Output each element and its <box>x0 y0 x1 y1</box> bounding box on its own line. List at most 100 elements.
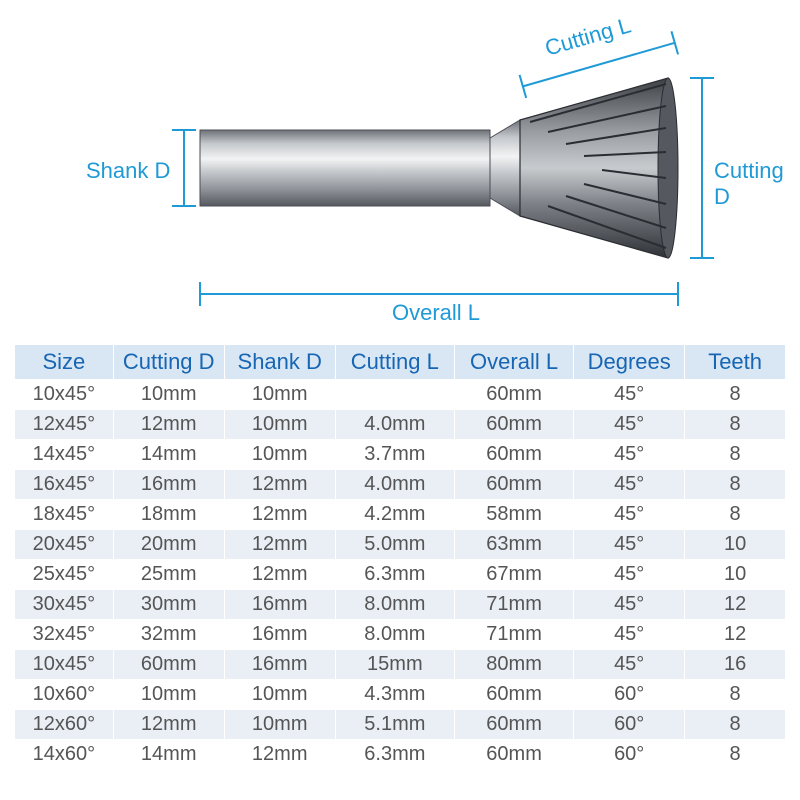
table-cell: 71mm <box>454 620 573 650</box>
spec-table: Size Cutting D Shank D Cutting L Overall… <box>14 344 786 770</box>
table-cell: 8 <box>685 740 786 770</box>
table-cell: 12mm <box>224 740 335 770</box>
table-row: 16x45°16mm12mm4.0mm60mm45°8 <box>15 470 786 500</box>
col-shank-d: Shank D <box>224 345 335 380</box>
table-cell: 8 <box>685 710 786 740</box>
table-cell: 14x45° <box>15 440 114 470</box>
table-cell: 12mm <box>113 410 224 440</box>
table-cell: 60mm <box>454 710 573 740</box>
table-cell: 45° <box>574 410 685 440</box>
table-cell: 12mm <box>224 470 335 500</box>
table-cell: 6.3mm <box>335 740 454 770</box>
table-cell: 8 <box>685 410 786 440</box>
table-cell: 10mm <box>224 440 335 470</box>
col-size: Size <box>15 345 114 380</box>
table-cell: 45° <box>574 440 685 470</box>
table-cell: 45° <box>574 620 685 650</box>
table-cell: 60mm <box>454 440 573 470</box>
table-cell: 60mm <box>454 380 573 410</box>
table-cell: 45° <box>574 380 685 410</box>
table-cell <box>335 380 454 410</box>
table-cell: 45° <box>574 470 685 500</box>
table-cell: 60mm <box>454 410 573 440</box>
table-cell: 10mm <box>113 680 224 710</box>
table-cell: 18mm <box>113 500 224 530</box>
table-cell: 16 <box>685 650 786 680</box>
table-cell: 3.7mm <box>335 440 454 470</box>
table-row: 18x45°18mm12mm4.2mm58mm45°8 <box>15 500 786 530</box>
table-cell: 10 <box>685 530 786 560</box>
col-cutting-d: Cutting D <box>113 345 224 380</box>
table-cell: 32mm <box>113 620 224 650</box>
table-cell: 58mm <box>454 500 573 530</box>
table-cell: 71mm <box>454 590 573 620</box>
table-cell: 60° <box>574 710 685 740</box>
table-header: Size Cutting D Shank D Cutting L Overall… <box>15 345 786 380</box>
cutter-diagram: Shank D Cutting D Cutting L Overall L <box>0 0 800 330</box>
table-cell: 8 <box>685 500 786 530</box>
diagram-svg <box>0 0 800 330</box>
table-cell: 10x45° <box>15 650 114 680</box>
table-cell: 10mm <box>113 380 224 410</box>
table-cell: 8 <box>685 680 786 710</box>
table-cell: 4.0mm <box>335 470 454 500</box>
col-cutting-l: Cutting L <box>335 345 454 380</box>
table-cell: 8 <box>685 440 786 470</box>
table-cell: 5.0mm <box>335 530 454 560</box>
table-cell: 12x45° <box>15 410 114 440</box>
table-cell: 8 <box>685 470 786 500</box>
table-cell: 30mm <box>113 590 224 620</box>
table-cell: 5.1mm <box>335 710 454 740</box>
table-cell: 14mm <box>113 440 224 470</box>
table-cell: 80mm <box>454 650 573 680</box>
table-cell: 20x45° <box>15 530 114 560</box>
table-cell: 45° <box>574 560 685 590</box>
table-cell: 8.0mm <box>335 590 454 620</box>
col-degrees: Degrees <box>574 345 685 380</box>
table-cell: 60° <box>574 740 685 770</box>
table-row: 30x45°30mm16mm8.0mm71mm45°12 <box>15 590 786 620</box>
table-row: 10x60°10mm10mm4.3mm60mm60°8 <box>15 680 786 710</box>
table-cell: 60mm <box>454 680 573 710</box>
table-cell: 30x45° <box>15 590 114 620</box>
table-cell: 32x45° <box>15 620 114 650</box>
table-cell: 10mm <box>224 680 335 710</box>
table-cell: 10x60° <box>15 680 114 710</box>
table-cell: 4.3mm <box>335 680 454 710</box>
col-teeth: Teeth <box>685 345 786 380</box>
table-cell: 60mm <box>454 470 573 500</box>
table-cell: 10mm <box>224 380 335 410</box>
table-cell: 60mm <box>454 740 573 770</box>
table-cell: 16mm <box>224 590 335 620</box>
table-cell: 60mm <box>113 650 224 680</box>
table-cell: 14mm <box>113 740 224 770</box>
table-cell: 4.2mm <box>335 500 454 530</box>
table-cell: 67mm <box>454 560 573 590</box>
table-cell: 45° <box>574 530 685 560</box>
table-cell: 16mm <box>224 650 335 680</box>
table-cell: 8.0mm <box>335 620 454 650</box>
table-cell: 6.3mm <box>335 560 454 590</box>
table-cell: 12x60° <box>15 710 114 740</box>
table-row: 25x45°25mm12mm6.3mm67mm45°10 <box>15 560 786 590</box>
table-cell: 16x45° <box>15 470 114 500</box>
table-row: 32x45°32mm16mm8.0mm71mm45°12 <box>15 620 786 650</box>
table-cell: 10mm <box>224 710 335 740</box>
table-cell: 12 <box>685 620 786 650</box>
table-cell: 10x45° <box>15 380 114 410</box>
table-cell: 8 <box>685 380 786 410</box>
table-cell: 12mm <box>113 710 224 740</box>
table-row: 14x45°14mm10mm3.7mm60mm45°8 <box>15 440 786 470</box>
table-cell: 63mm <box>454 530 573 560</box>
table-cell: 12mm <box>224 530 335 560</box>
table-cell: 15mm <box>335 650 454 680</box>
table-cell: 45° <box>574 500 685 530</box>
table-row: 10x45°60mm16mm15mm80mm45°16 <box>15 650 786 680</box>
table-cell: 18x45° <box>15 500 114 530</box>
table-cell: 45° <box>574 590 685 620</box>
table-cell: 45° <box>574 650 685 680</box>
table-cell: 4.0mm <box>335 410 454 440</box>
table-cell: 12mm <box>224 500 335 530</box>
table-body: 10x45°10mm10mm60mm45°812x45°12mm10mm4.0m… <box>15 380 786 770</box>
table-row: 10x45°10mm10mm60mm45°8 <box>15 380 786 410</box>
